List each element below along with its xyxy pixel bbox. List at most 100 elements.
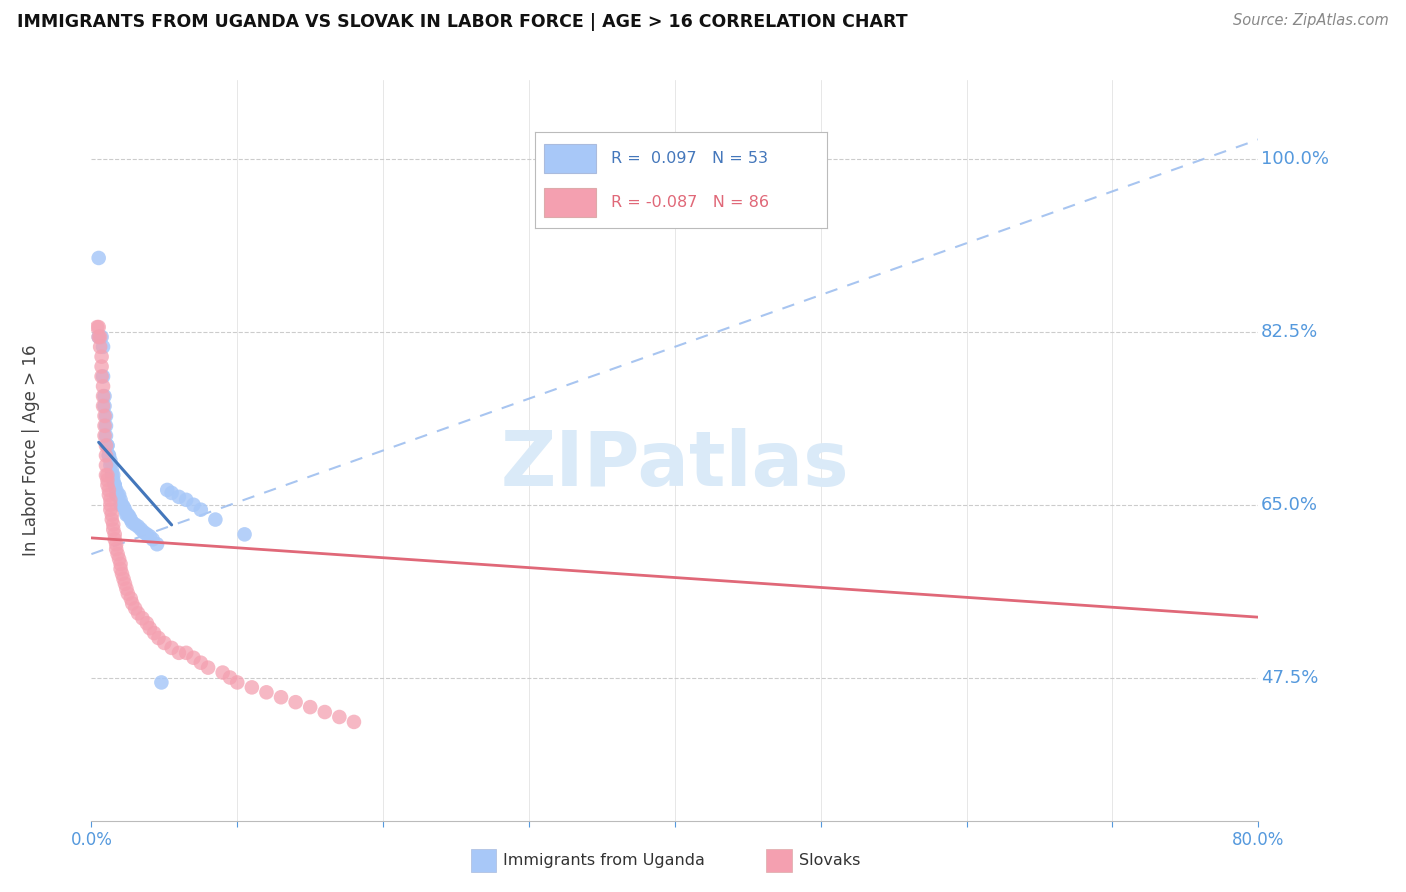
- Point: [93, 409, 115, 423]
- Text: 100.0%: 100.0%: [1261, 150, 1329, 169]
- Point: [190, 656, 212, 670]
- Point: [1277, 616, 1299, 631]
- Point: [103, 523, 125, 537]
- Text: Immigrants from Uganda: Immigrants from Uganda: [503, 854, 706, 868]
- Point: [111, 498, 134, 512]
- Point: [101, 508, 124, 522]
- Text: Slovaks: Slovaks: [799, 854, 860, 868]
- Point: [121, 597, 143, 611]
- Point: [108, 552, 131, 566]
- Point: [107, 488, 129, 502]
- Point: [91, 389, 114, 403]
- Point: [101, 463, 124, 477]
- Point: [129, 523, 152, 537]
- Point: [101, 512, 124, 526]
- Point: [1277, 636, 1299, 650]
- Point: [89, 330, 111, 344]
- Point: [270, 690, 292, 705]
- Point: [343, 714, 366, 729]
- Point: [103, 517, 125, 532]
- Point: [132, 525, 155, 540]
- Point: [94, 409, 117, 423]
- Point: [121, 516, 143, 530]
- Point: [94, 449, 117, 463]
- Bar: [544, 188, 596, 217]
- Point: [118, 509, 141, 524]
- Point: [150, 675, 173, 690]
- Point: [97, 449, 120, 463]
- Point: [107, 547, 129, 561]
- Point: [160, 486, 183, 500]
- Point: [90, 369, 112, 384]
- Point: [1291, 537, 1313, 551]
- Text: ZIPatlas: ZIPatlas: [501, 428, 849, 502]
- Point: [114, 576, 136, 591]
- Point: [93, 399, 115, 413]
- Point: [112, 500, 135, 514]
- Text: 65.0%: 65.0%: [1261, 496, 1317, 514]
- Point: [120, 591, 142, 606]
- Point: [1277, 576, 1299, 591]
- Point: [117, 586, 139, 600]
- Bar: [544, 144, 596, 172]
- Point: [183, 498, 205, 512]
- Point: [104, 478, 127, 492]
- Text: Source: ZipAtlas.com: Source: ZipAtlas.com: [1233, 13, 1389, 29]
- Point: [98, 453, 121, 467]
- Text: R = -0.087   N = 86: R = -0.087 N = 86: [610, 194, 769, 210]
- Point: [98, 502, 121, 516]
- Point: [94, 458, 117, 473]
- Text: In Labor Force | Age > 16: In Labor Force | Age > 16: [21, 344, 39, 557]
- Point: [96, 478, 118, 492]
- Point: [160, 640, 183, 655]
- Point: [167, 490, 190, 504]
- Point: [96, 438, 118, 452]
- Point: [90, 350, 112, 364]
- Point: [96, 438, 118, 452]
- Point: [97, 483, 120, 497]
- Point: [108, 488, 131, 502]
- Point: [90, 359, 112, 374]
- Point: [94, 438, 117, 452]
- Point: [1277, 547, 1299, 561]
- Point: [97, 449, 120, 463]
- Point: [96, 468, 118, 483]
- Point: [101, 468, 124, 483]
- Point: [91, 369, 114, 384]
- Point: [1277, 586, 1299, 600]
- Point: [328, 710, 350, 724]
- Point: [90, 330, 112, 344]
- Point: [233, 527, 256, 541]
- Point: [111, 566, 134, 581]
- Point: [124, 517, 146, 532]
- Point: [1277, 597, 1299, 611]
- Point: [127, 519, 149, 533]
- Point: [105, 542, 128, 557]
- Point: [115, 582, 138, 596]
- Point: [314, 705, 336, 719]
- Point: [98, 458, 121, 473]
- Point: [110, 498, 132, 512]
- Point: [167, 646, 190, 660]
- Point: [94, 418, 117, 433]
- Point: [114, 502, 136, 516]
- Point: [103, 468, 125, 483]
- Point: [86, 320, 108, 334]
- Point: [110, 557, 132, 571]
- Point: [91, 340, 114, 354]
- Point: [1277, 517, 1299, 532]
- Point: [174, 646, 197, 660]
- Point: [284, 695, 307, 709]
- Point: [110, 562, 132, 576]
- Point: [110, 492, 132, 507]
- Text: IMMIGRANTS FROM UGANDA VS SLOVAK IN LABOR FORCE | AGE > 16 CORRELATION CHART: IMMIGRANTS FROM UGANDA VS SLOVAK IN LABO…: [17, 13, 907, 31]
- Point: [105, 537, 128, 551]
- Point: [174, 492, 197, 507]
- Point: [143, 626, 166, 640]
- Point: [226, 675, 249, 690]
- Point: [127, 607, 149, 621]
- Point: [1277, 626, 1299, 640]
- Point: [1277, 646, 1299, 660]
- Point: [105, 488, 128, 502]
- Point: [135, 527, 157, 541]
